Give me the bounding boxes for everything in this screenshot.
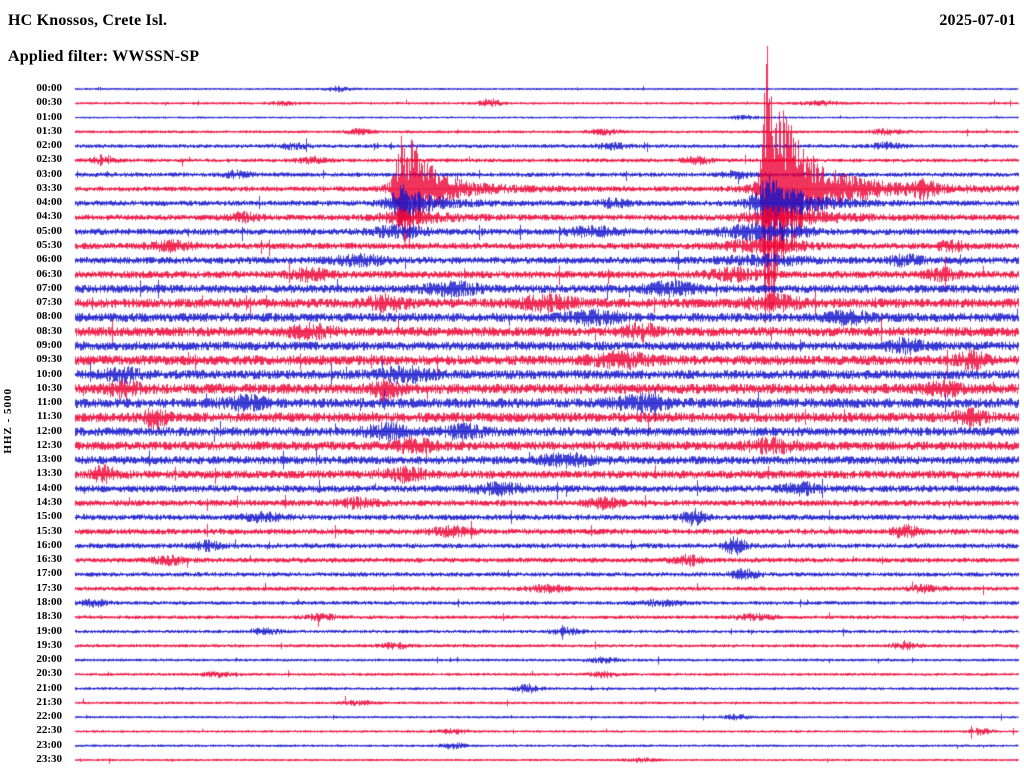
- time-label: 12:30: [36, 438, 62, 451]
- time-label: 08:00: [36, 310, 62, 323]
- time-label: 23:30: [36, 752, 62, 765]
- time-label: 04:00: [36, 196, 62, 209]
- time-label: 21:30: [36, 695, 62, 708]
- time-label: 06:30: [36, 267, 62, 280]
- time-label: 16:00: [36, 538, 62, 551]
- time-label: 06:00: [36, 253, 62, 266]
- time-label: 01:30: [36, 124, 62, 137]
- time-label: 09:30: [36, 353, 62, 366]
- time-label: 08:30: [36, 324, 62, 337]
- time-label: 13:00: [36, 453, 62, 466]
- time-label: 02:00: [36, 139, 62, 152]
- time-label: 05:00: [36, 224, 62, 237]
- time-label: 15:00: [36, 510, 62, 523]
- time-label: 14:00: [36, 481, 62, 494]
- time-label: 13:30: [36, 467, 62, 480]
- time-label: 09:00: [36, 338, 62, 351]
- time-label: 00:00: [36, 81, 62, 94]
- time-label: 05:30: [36, 238, 62, 251]
- time-label: 10:30: [36, 381, 62, 394]
- time-label: 00:30: [36, 96, 62, 109]
- time-label: 22:00: [36, 710, 62, 723]
- time-label: 07:00: [36, 281, 62, 294]
- filter-label: Applied filter: WWSSN-SP: [8, 48, 200, 65]
- time-label: 01:00: [36, 110, 62, 123]
- time-label: 19:00: [36, 624, 62, 637]
- time-label: 18:30: [36, 610, 62, 623]
- time-label: 03:30: [36, 181, 62, 194]
- time-label: 15:30: [36, 524, 62, 537]
- time-label: 16:30: [36, 553, 62, 566]
- time-axis: 00:00 00:30 01:00 01:30 02:00 02:30 03:00 03:30…: [0, 0, 64, 780]
- time-label: 23:00: [36, 738, 62, 751]
- time-label: 10:00: [36, 367, 62, 380]
- time-label: 12:00: [36, 424, 62, 437]
- time-label: 11:00: [36, 396, 62, 409]
- time-label: 14:30: [36, 495, 62, 508]
- time-label: 19:30: [36, 638, 62, 651]
- channel-scale-label: HHZ - 5000: [2, 388, 14, 454]
- time-label: 02:30: [36, 153, 62, 166]
- time-label: 22:30: [36, 724, 62, 737]
- time-label: 17:00: [36, 567, 62, 580]
- time-label: 17:30: [36, 581, 62, 594]
- time-label: 20:30: [36, 667, 62, 680]
- time-label: 21:00: [36, 681, 62, 694]
- time-label: 03:00: [36, 167, 62, 180]
- time-label: 11:30: [36, 410, 62, 423]
- time-label: 18:00: [36, 595, 62, 608]
- time-label: 04:30: [36, 210, 62, 223]
- time-label: 07:30: [36, 296, 62, 309]
- date-label: 2025-07-01: [939, 12, 1016, 29]
- station-title: HC Knossos, Crete Isl.: [8, 12, 168, 29]
- time-label: 20:00: [36, 653, 62, 666]
